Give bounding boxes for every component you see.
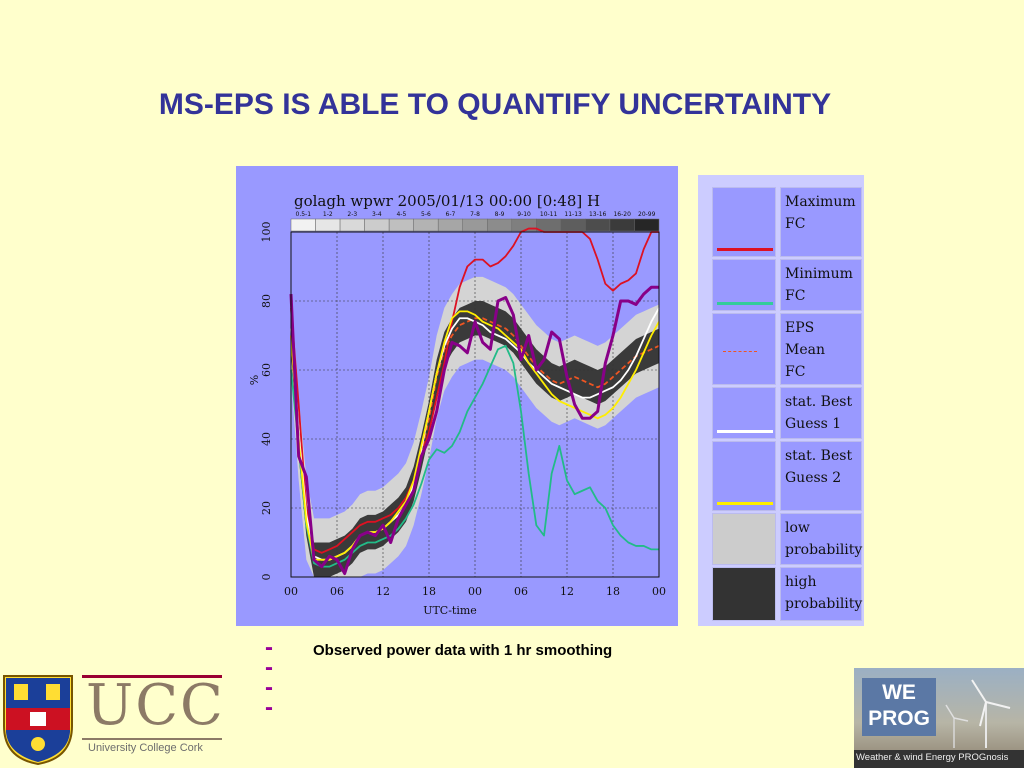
y-tick-label: 80 bbox=[260, 294, 273, 308]
probability-bin-swatch bbox=[609, 218, 635, 232]
legend-item: Maximum FC bbox=[706, 187, 862, 257]
probability-bin-swatch bbox=[290, 218, 316, 232]
probability-bin-swatch bbox=[462, 218, 488, 232]
ucc-subtitle: University College Cork bbox=[88, 742, 203, 754]
probability-bin-label: 7-8 bbox=[470, 211, 480, 218]
legend-item: Minimum FC bbox=[706, 259, 862, 311]
probability-bin-swatch bbox=[388, 218, 414, 232]
legend-label: Maximum FC bbox=[780, 187, 862, 257]
ucc-top-rule bbox=[82, 675, 222, 678]
legend-swatch bbox=[712, 387, 776, 439]
y-tick-label: 100 bbox=[260, 222, 273, 243]
legend-swatch bbox=[712, 187, 776, 257]
ucc-bottom-rule bbox=[82, 738, 222, 740]
x-tick-label: 18 bbox=[422, 585, 436, 598]
legend-line-sample bbox=[723, 351, 757, 352]
probability-bin-swatch bbox=[634, 218, 660, 232]
x-tick-label: 18 bbox=[606, 585, 620, 598]
legend-line-sample bbox=[717, 302, 773, 305]
probability-bin-label: 6-7 bbox=[446, 211, 456, 218]
legend-line-sample bbox=[717, 502, 773, 505]
legend-line-sample bbox=[717, 248, 773, 251]
series-maximum-fc-line bbox=[290, 227, 659, 554]
probability-bin-swatch bbox=[339, 218, 365, 232]
probability-bin-swatch bbox=[487, 218, 513, 232]
slide-title: MS-EPS IS ABLE TO QUANTIFY UNCERTAINTY bbox=[158, 88, 832, 121]
y-tick-label: 20 bbox=[260, 501, 273, 515]
observed-dash-symbol: ---- bbox=[265, 634, 274, 721]
plot-frame bbox=[290, 231, 660, 578]
probability-bin-swatch bbox=[437, 218, 463, 232]
legend-item: high probability bbox=[706, 567, 862, 621]
probability-bin-label: 13-16 bbox=[589, 211, 607, 218]
ucc-crest-icon bbox=[3, 675, 73, 766]
x-tick-label: 00 bbox=[284, 585, 298, 598]
probability-bin-label: 1-2 bbox=[323, 211, 333, 218]
legend-swatch bbox=[712, 441, 776, 511]
legend-item: low probability bbox=[706, 513, 862, 565]
ucc-wordmark: UCC bbox=[86, 673, 225, 738]
y-axis-label: % bbox=[248, 375, 261, 385]
ucc-logo: UCC University College Cork bbox=[0, 668, 225, 768]
probability-bin-label: 11-13 bbox=[564, 211, 582, 218]
probability-bin-label: 4-5 bbox=[396, 211, 406, 218]
probability-bin-swatch bbox=[560, 218, 586, 232]
legend-swatch bbox=[712, 513, 776, 565]
legend-label: EPS Mean FC bbox=[780, 313, 862, 385]
x-tick-label: 12 bbox=[376, 585, 390, 598]
series-stat-best-guess-2-line bbox=[290, 310, 660, 561]
legend-item: EPS Mean FC bbox=[706, 313, 862, 385]
legend-label: low probability bbox=[780, 513, 862, 565]
weprog-logo: WE PROG Weather & wind Energy PROGnosis bbox=[854, 668, 1024, 768]
legend-label: high probability bbox=[780, 567, 862, 621]
probability-bin-label: 3-4 bbox=[372, 211, 382, 218]
x-tick-label: 12 bbox=[560, 585, 574, 598]
probability-bin-swatch bbox=[536, 218, 562, 232]
x-tick-label: 06 bbox=[330, 585, 344, 598]
probability-bin-label: 10-11 bbox=[540, 211, 558, 218]
legend-label: stat. Best Guess 2 bbox=[780, 441, 862, 511]
weprog-footer-bar bbox=[854, 750, 1024, 768]
chart-title: golagh wpwr 2005/01/13 00:00 [0:48] H bbox=[294, 192, 600, 210]
weprog-wordmark: WE PROG bbox=[868, 681, 930, 730]
legend-swatch bbox=[712, 567, 776, 621]
series-observed-power-line bbox=[289, 285, 659, 576]
legend-label: Minimum FC bbox=[780, 259, 862, 311]
y-tick-label: 0 bbox=[260, 574, 273, 581]
x-tick-label: 00 bbox=[468, 585, 482, 598]
legend-line-sample bbox=[717, 430, 773, 433]
y-tick-label: 40 bbox=[260, 432, 273, 446]
forecast-chart-svg: 0.5-1 1-2 2-3 3-4 4-5 5-6 6-7 7-8 8-9 9-10 10-11 11… bbox=[248, 192, 666, 617]
forecast-chart: 0.5-1 1-2 2-3 3-4 4-5 5-6 6-7 7-8 8-9 9-10 10-11 11… bbox=[236, 166, 678, 626]
legend-item: stat. Best Guess 1 bbox=[706, 387, 862, 439]
wind-turbine-icon bbox=[945, 679, 1011, 748]
probability-bin-label: 8-9 bbox=[495, 211, 505, 218]
x-tick-label: 06 bbox=[514, 585, 528, 598]
probability-bin-swatch bbox=[364, 218, 390, 232]
legend-swatch bbox=[712, 313, 776, 385]
weprog-box bbox=[862, 678, 936, 736]
x-axis-label: UTC-time bbox=[423, 604, 477, 617]
legend-swatch bbox=[712, 259, 776, 311]
y-tick-label: 60 bbox=[260, 363, 273, 377]
probability-bin-label: 2-3 bbox=[347, 211, 357, 218]
probability-bin-swatch bbox=[413, 218, 439, 232]
probability-bin-label: 5-6 bbox=[421, 211, 431, 218]
legend-item: stat. Best Guess 2 bbox=[706, 441, 862, 511]
weprog-tagline: Weather & wind Energy PROGnosis bbox=[856, 752, 1009, 763]
observed-note-text: Observed power data with 1 hr smoothing bbox=[313, 642, 613, 659]
probability-bin-swatch bbox=[315, 218, 341, 232]
x-tick-label: 00 bbox=[652, 585, 666, 598]
probability-bin-swatch bbox=[585, 218, 611, 232]
probability-bin-label: 9-10 bbox=[517, 211, 531, 218]
chart-legend: Maximum FC Minimum FC EPS Mean FC stat. Bes… bbox=[698, 175, 864, 626]
probability-bin-label: 16-20 bbox=[613, 211, 631, 218]
legend-label: stat. Best Guess 1 bbox=[780, 387, 862, 439]
probability-bin-label: 0.5-1 bbox=[296, 211, 312, 218]
probability-bin-label: 20-99 bbox=[638, 211, 656, 218]
